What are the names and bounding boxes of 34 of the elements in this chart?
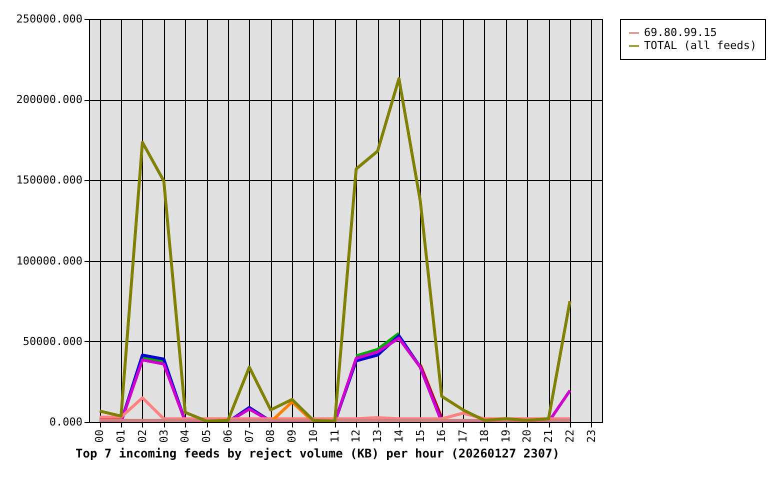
x-tick-label: 05 (200, 430, 214, 443)
x-tick-label: 12 (350, 430, 363, 443)
x-tick-label: 07 (242, 430, 256, 443)
y-tick-label: 200000.000 (16, 93, 82, 106)
x-tick-label: 00 (93, 430, 106, 443)
x-tick-label: 17 (456, 430, 470, 443)
x-tick-label: 22 (563, 430, 576, 443)
y-tick-label: 50000.000 (22, 334, 82, 348)
legend-label: 69.80.99.15 (644, 26, 717, 39)
y-tick-label: 0.000 (49, 416, 82, 428)
x-tick-label: 09 (286, 430, 299, 443)
x-tick-label: 20 (520, 430, 534, 443)
x-tick-label: 03 (157, 430, 170, 443)
y-tick-label: 250000.000 (16, 12, 82, 26)
x-tick-label: 23 (584, 430, 598, 443)
x-tick-label: 13 (371, 430, 384, 443)
x-tick-label: 18 (478, 430, 491, 443)
x-tick-label: 15 (414, 430, 427, 443)
x-tick-label: 16 (435, 430, 448, 443)
x-tick-label: 06 (221, 430, 234, 443)
y-tick-label: 150000.000 (16, 174, 82, 187)
x-tick-label: 21 (542, 430, 556, 443)
x-tick-label: 02 (136, 430, 149, 443)
y-tick-label: 100000.000 (16, 254, 82, 268)
x-tick-label: 10 (306, 430, 320, 443)
x-tick-label: 11 (328, 430, 342, 443)
x-tick-label: 14 (392, 429, 406, 443)
x-tick-label: 19 (499, 430, 512, 443)
x-axis-title: Top 7 incoming feeds by reject volume (KB) per hour (20260127 2307) (76, 446, 560, 461)
x-tick-label: 08 (264, 430, 278, 443)
legend-label: TOTAL (all feeds) (644, 39, 757, 52)
line-series (98, 77, 572, 422)
x-tick-label: 04 (178, 429, 192, 443)
x-tick-label: 01 (114, 430, 128, 443)
